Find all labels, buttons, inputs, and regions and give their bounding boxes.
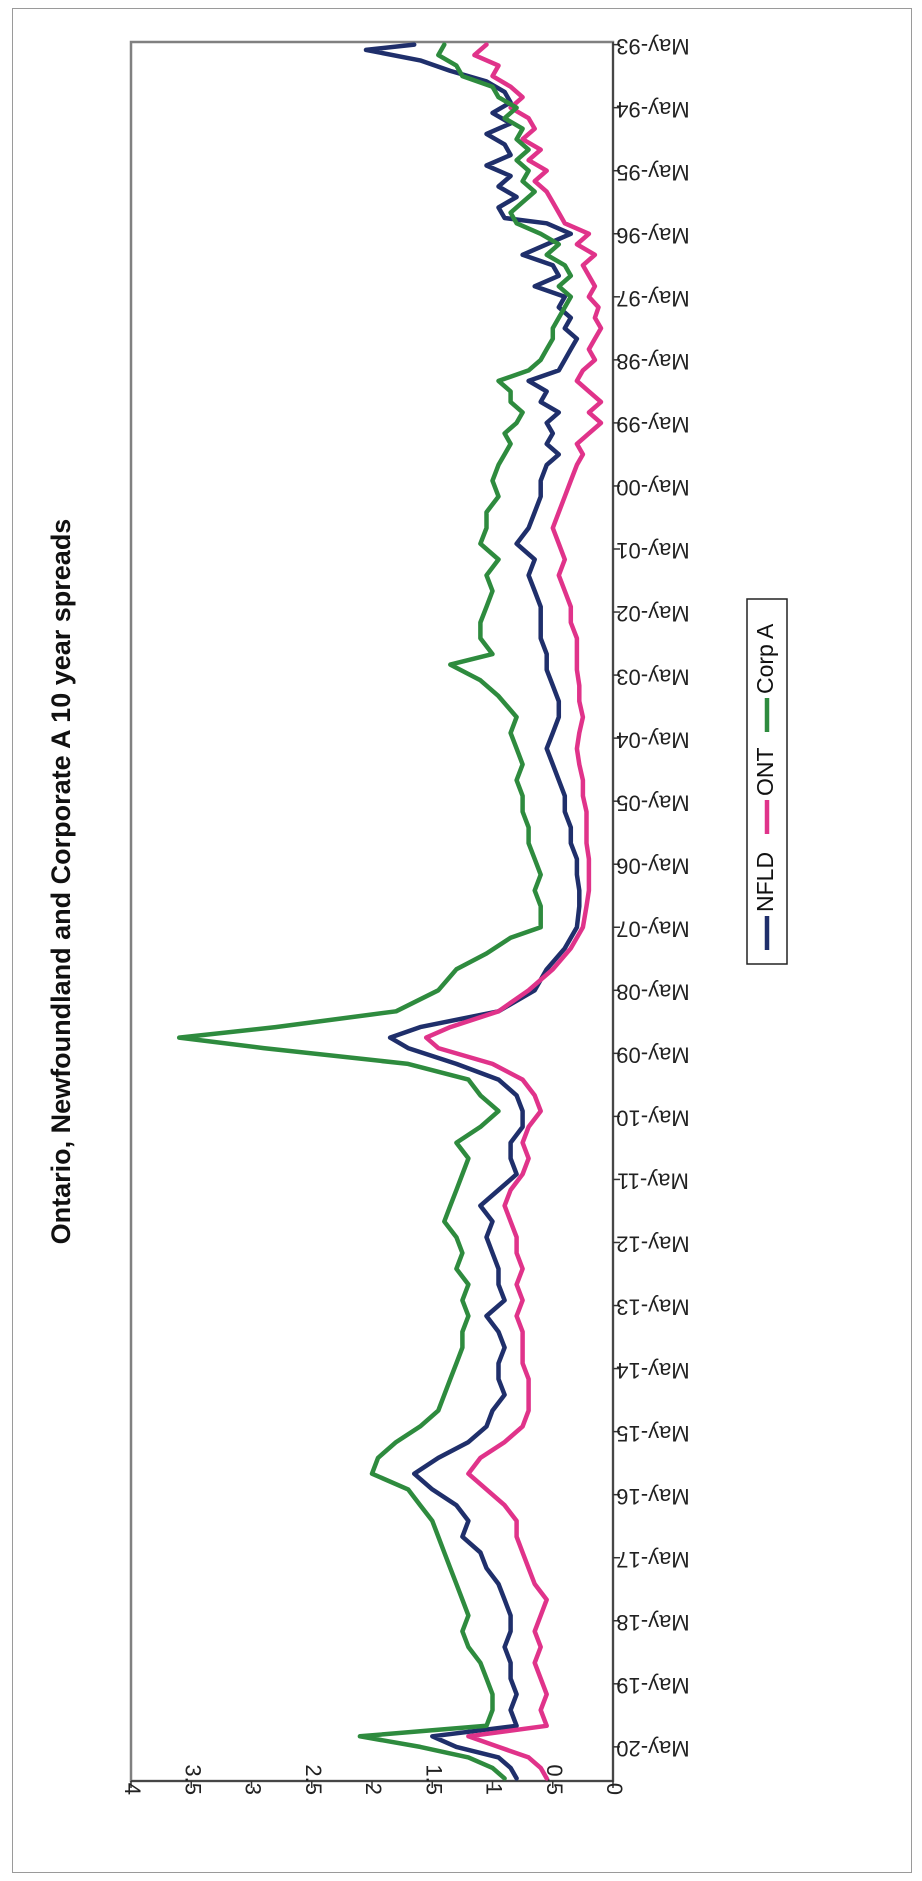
time-tick-label: May-09 — [616, 1043, 689, 1068]
time-tick-label: May-93 — [616, 34, 689, 59]
time-tick-label: May-14 — [616, 1358, 689, 1383]
series-line-ont — [423, 42, 604, 1781]
x-axis: May-93 May-94 May-95 May-96 May-97 May-98 May-… — [612, 34, 690, 1781]
series-line-corp-a — [176, 42, 574, 1781]
time-tick-label: May-13 — [616, 1295, 689, 1320]
legend-label-ont: ONT — [752, 747, 778, 796]
time-tick-label: May-17 — [616, 1547, 689, 1572]
time-tick-label: May-16 — [616, 1484, 689, 1509]
legend: NFLD ONT Corp A — [746, 598, 788, 965]
value-tick-label: 2 — [361, 1783, 386, 1795]
chart-title: Ontario, Newfoundland and Corporate A 10… — [46, 519, 76, 1245]
chart-svg: 00.511.522.533.54 May-93May-94May-95May-… — [46, 34, 788, 1795]
legend-entries: NFLD ONT Corp A — [752, 623, 778, 950]
time-tick-label: May-04 — [616, 727, 689, 752]
time-tick-label: May-18 — [616, 1610, 689, 1635]
time-tick-label: May-02 — [616, 601, 689, 626]
time-tick-label: May-08 — [616, 979, 689, 1004]
time-tick-label: May-20 — [616, 1736, 689, 1761]
time-tick-label: May-01 — [616, 538, 689, 563]
time-tick-label: May-07 — [616, 916, 689, 941]
value-tick-label: 3 — [241, 1783, 266, 1795]
time-tick-label: May-19 — [616, 1673, 689, 1698]
time-tick-label: May-15 — [616, 1421, 689, 1446]
time-tick-label: May-95 — [616, 160, 689, 185]
time-tick-label: May-03 — [616, 664, 689, 689]
value-tick-label: 4 — [120, 1783, 145, 1795]
y-axis: 00.511.522.533.54 — [120, 1764, 627, 1795]
time-tick-label: May-00 — [616, 475, 689, 500]
time-tick-label: May-96 — [616, 223, 689, 248]
value-tick-label: 2.5 — [301, 1764, 326, 1795]
chart-frame: 0 0.5 1 1.5 2 2.5 3 3.5 4 May-93 May-94 May-95 May-… — [12, 8, 912, 1873]
time-tick-label: May-94 — [616, 97, 689, 122]
time-tick-label: May-97 — [616, 286, 689, 311]
legend-label-corp-a: Corp A — [752, 623, 778, 694]
title-layer: Ontario, Newfoundland and Corporate A 10… — [46, 519, 76, 1245]
series-line-nfld — [363, 42, 582, 1781]
value-tick-label: 1 — [482, 1783, 507, 1795]
plot-border — [129, 40, 615, 1783]
plot-area — [129, 40, 615, 1783]
legend-box — [746, 598, 788, 965]
time-tick-label: May-99 — [616, 412, 689, 437]
series-layer — [176, 42, 604, 1781]
time-tick-label: May-10 — [616, 1106, 689, 1131]
value-tick-label: 1.5 — [421, 1764, 446, 1795]
time-tick-label: May-11 — [617, 1169, 689, 1194]
legend-label-nfld: NFLD — [752, 852, 778, 912]
time-tick-label: May-06 — [616, 853, 689, 878]
time-tick-label: May-12 — [616, 1232, 689, 1257]
value-tick-label: 0 — [602, 1783, 627, 1795]
time-tick-label: May-98 — [616, 349, 689, 374]
time-tick-label: May-05 — [616, 790, 689, 815]
value-tick-label: 3.5 — [180, 1764, 205, 1795]
